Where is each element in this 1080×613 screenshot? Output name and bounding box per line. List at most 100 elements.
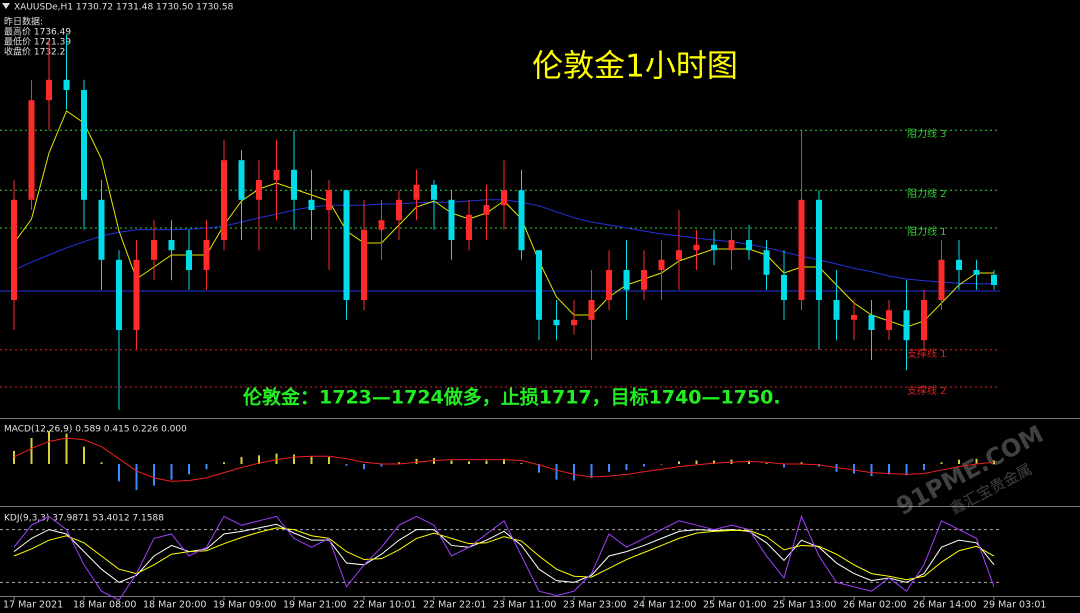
macd-bar [468, 461, 470, 464]
candle-body [606, 270, 612, 300]
x-tick-label: 25 Mar 01:00 [703, 600, 766, 611]
macd-bar [923, 464, 925, 471]
macd-bar [660, 464, 663, 465]
candle-body [186, 250, 192, 270]
candle-body [991, 274, 997, 285]
macd-bar [975, 458, 978, 464]
annotation: 伦敦金：1723—1724做多，止损1717，目标1740—1750. [243, 386, 781, 409]
macd-bar [625, 464, 628, 471]
macd-bar [608, 464, 610, 472]
x-tick-label: 18 Mar 08:00 [73, 600, 136, 611]
macd-bar [450, 460, 453, 464]
candle-body [553, 319, 560, 326]
candle-body [693, 244, 700, 251]
info-line: 最高价 1736.49 [4, 26, 71, 38]
candle-body [291, 169, 297, 200]
chart-title: 伦敦金1小时图 [532, 49, 738, 85]
macd-bar [65, 433, 68, 464]
macd-bar [30, 438, 33, 464]
candle-body [151, 240, 157, 260]
candle-body [221, 160, 227, 240]
candle-body [46, 79, 52, 101]
candle-body [886, 310, 892, 330]
candle-body [11, 199, 17, 300]
macd-bar [713, 460, 715, 464]
x-tick-label: 18 Mar 20:00 [143, 600, 206, 611]
candle-body [728, 240, 735, 251]
candle-body [658, 259, 665, 270]
candle-body [63, 79, 70, 90]
macd-bar [83, 446, 85, 464]
level-label: 阻力线 2 [907, 187, 947, 200]
macd-bar [48, 431, 50, 464]
macd-bar [870, 464, 873, 477]
candle-body [536, 250, 542, 320]
macd-bar [853, 464, 855, 474]
candle-body [98, 199, 105, 260]
macd-label: MACD(12,26,9) 0.589 0.415 0.226 0.000 [4, 425, 187, 435]
candle-body [956, 259, 962, 270]
x-tick-label: 22 Mar 22:01 [423, 600, 486, 611]
candle-body [588, 300, 595, 320]
macd-bar [240, 457, 243, 464]
macd-signal [13, 437, 995, 482]
candle-body [746, 240, 752, 251]
macd-bar [765, 463, 768, 464]
candle-body [413, 184, 420, 200]
macd-bar [258, 455, 260, 464]
macd-bar [223, 462, 225, 464]
candle-body [133, 259, 140, 330]
macd-bar [590, 464, 593, 478]
candle-body [938, 259, 945, 300]
candle-body [763, 250, 770, 275]
candle-body [798, 199, 805, 300]
info-line: 收盘价 1732.2 [4, 46, 65, 58]
candle-body [203, 240, 210, 270]
candle-body [396, 199, 402, 221]
candle-body [168, 240, 175, 251]
x-tick-label: 23 Mar 11:00 [493, 600, 556, 611]
candle-body [431, 184, 437, 200]
macd-bar [888, 464, 890, 475]
info-line: 最低价 1721.39 [4, 36, 71, 48]
x-tick-label: 17 Mar 2021 [3, 600, 63, 611]
x-tick-label: 26 Mar 14:00 [913, 600, 976, 611]
macd-bar [380, 464, 383, 467]
macd-bar [205, 464, 208, 470]
macd-bar [100, 462, 103, 464]
macd-bar [363, 464, 365, 470]
candle-body [238, 160, 245, 200]
kdj-line [13, 527, 995, 581]
x-tick-label: 24 Mar 12:00 [633, 600, 696, 611]
kdj-label: KDJ(9,3,3) 37.9871 53.4012 7.1588 [4, 514, 164, 524]
level-label: 支撑线 2 [907, 384, 947, 397]
x-tick-label: 19 Mar 09:00 [213, 600, 276, 611]
candle-body [326, 190, 332, 210]
candle-body [81, 90, 87, 200]
candle-body [466, 214, 472, 240]
macd-bar [170, 464, 173, 480]
macd-bar [118, 464, 120, 482]
macd-bar [135, 464, 138, 490]
macd-bar [538, 464, 540, 473]
candle-body [833, 300, 840, 320]
candle-body [851, 315, 857, 320]
x-tick-label: 22 Mar 10:01 [353, 600, 416, 611]
candle-body [308, 199, 315, 210]
candle-body [256, 180, 262, 200]
macd-bar [905, 464, 908, 476]
macd-bar [415, 458, 418, 464]
macd-bar [293, 454, 295, 464]
macd-bar [398, 462, 400, 464]
candle-body [501, 190, 507, 206]
x-tick-label: 29 Mar 03:01 [983, 600, 1046, 611]
macd-bar [800, 462, 803, 464]
x-tick-label: 25 Mar 13:00 [773, 600, 836, 611]
candle-body [868, 315, 875, 330]
candle-body [448, 199, 455, 240]
macd-bar [345, 464, 348, 466]
candle-body [343, 190, 350, 300]
x-tick-label: 23 Mar 23:00 [563, 600, 626, 611]
candle-body [676, 250, 682, 260]
candle-body [361, 229, 367, 300]
